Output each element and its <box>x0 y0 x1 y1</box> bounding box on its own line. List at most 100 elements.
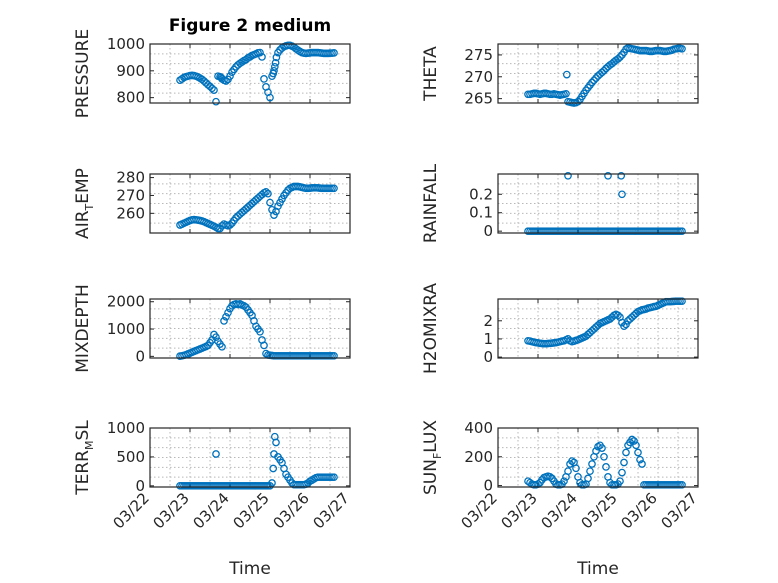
axes-box <box>149 43 351 104</box>
data-point <box>222 312 230 321</box>
y-tick-label: 2000 <box>107 293 145 311</box>
y-tick-label: 270 <box>464 68 493 86</box>
data-point <box>598 68 606 77</box>
data-point <box>269 464 278 473</box>
data-point <box>238 58 246 66</box>
data-point <box>330 184 338 193</box>
y-tick-label: 1 <box>483 330 493 348</box>
data-point <box>588 460 596 468</box>
y-tick-label: 265 <box>464 90 493 108</box>
data-point <box>584 474 592 483</box>
data-point <box>220 317 228 325</box>
data-point <box>568 457 576 465</box>
axes-box <box>497 43 699 104</box>
data-points <box>176 41 338 106</box>
y-tick-label: 200 <box>464 448 493 466</box>
data-point <box>616 53 624 61</box>
data-point <box>678 44 686 53</box>
data-point <box>678 297 686 306</box>
data-point <box>594 442 602 451</box>
y-tick-label: 900 <box>116 62 145 80</box>
subplot-5: 0 1000 2000 MIXDEPTH <box>73 284 351 373</box>
y-tick-label: 260 <box>116 204 145 222</box>
data-point <box>270 62 279 71</box>
data-point <box>330 49 338 57</box>
data-point <box>614 55 622 63</box>
data-point <box>200 77 208 85</box>
data-point <box>618 468 626 477</box>
data-point <box>240 301 248 310</box>
data-point <box>564 467 572 476</box>
data-point <box>222 77 230 85</box>
y-tick-label: 0 <box>483 348 493 366</box>
data-point <box>588 78 596 87</box>
data-point <box>272 438 280 447</box>
data-point <box>618 190 626 199</box>
data-point <box>560 477 568 486</box>
y-tick-label: 275 <box>464 46 493 64</box>
data-point <box>564 171 572 180</box>
grid-lines <box>150 428 350 487</box>
y-axis-label: SUNFLUX <box>421 420 444 495</box>
x-axis-label: Time <box>228 559 271 579</box>
data-point <box>256 327 264 336</box>
data-point <box>178 75 186 83</box>
y-tick-label: 0 <box>135 477 145 495</box>
data-point <box>617 171 626 180</box>
data-point <box>271 58 280 67</box>
y-axis-label: RAINFALL <box>421 163 441 243</box>
y-tick-label: 270 <box>116 186 145 204</box>
y-axis-label: TERRMSL <box>73 420 96 496</box>
data-point <box>246 53 254 61</box>
data-point <box>630 437 638 445</box>
data-point <box>260 75 268 83</box>
y-axis-label: MIXDEPTH <box>73 284 93 373</box>
y-tick-label: 0.1 <box>469 204 493 222</box>
data-point <box>598 444 606 452</box>
data-point <box>266 198 274 207</box>
y-tick-label: 1000 <box>107 419 145 437</box>
data-point <box>226 221 234 229</box>
data-point <box>272 53 281 62</box>
data-point <box>572 464 580 473</box>
y-tick-label: 1000 <box>107 35 145 53</box>
data-point <box>622 448 630 457</box>
grid-lines <box>498 174 698 233</box>
data-point <box>212 333 220 342</box>
data-point <box>586 467 594 476</box>
y-tick-label: 1000 <box>107 320 145 338</box>
data-points <box>524 297 686 348</box>
data-point <box>268 479 276 487</box>
y-axis-label: THETA <box>421 46 441 102</box>
axes-box <box>149 427 351 488</box>
y-tick-label: 0 <box>135 347 145 365</box>
data-point <box>266 93 274 102</box>
data-point <box>264 189 272 198</box>
axes-box <box>497 298 699 359</box>
data-point <box>604 171 612 180</box>
data-points <box>176 432 338 490</box>
data-points <box>524 44 686 107</box>
data-point <box>678 480 686 489</box>
data-point <box>260 341 268 350</box>
data-point <box>600 452 608 461</box>
data-point <box>212 450 220 458</box>
data-point <box>218 342 226 351</box>
data-point <box>262 188 270 196</box>
axes-box <box>149 173 351 234</box>
axes-box <box>149 298 351 359</box>
data-point <box>562 89 570 98</box>
x-axis-label: Time <box>576 559 619 579</box>
y-tick-label: 0 <box>483 477 493 495</box>
y-tick-label: 400 <box>464 419 493 437</box>
data-point <box>546 473 554 481</box>
data-point <box>620 322 628 331</box>
data-point <box>678 227 686 236</box>
data-point <box>620 458 628 467</box>
y-axis-label: AIRTEMP <box>73 168 96 239</box>
data-point <box>616 477 624 486</box>
data-point <box>574 97 582 106</box>
data-point <box>634 448 642 457</box>
